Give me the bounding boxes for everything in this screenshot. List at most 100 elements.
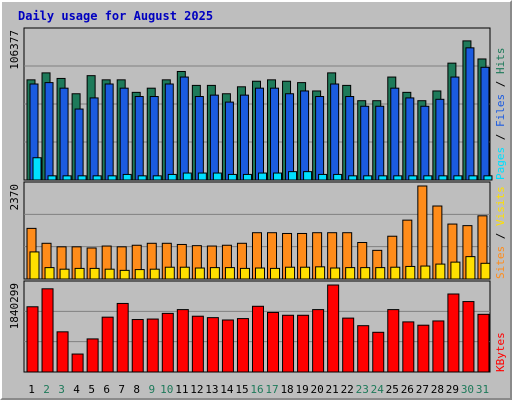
bar-kbytes-day-31 bbox=[477, 313, 490, 373]
panel-3-legend: KBytes bbox=[494, 332, 507, 372]
bar-kbytes-day-10 bbox=[161, 312, 174, 373]
bar-kbytes-day-16 bbox=[251, 305, 264, 373]
bar-sites-day-13 bbox=[209, 267, 220, 280]
x-tick-day-7: 7 bbox=[118, 383, 125, 396]
bar-sites-day-5 bbox=[89, 267, 100, 280]
bar-files-day-5 bbox=[89, 97, 99, 181]
bar-files-day-23 bbox=[360, 105, 370, 181]
bar-pages-day-30 bbox=[468, 175, 478, 181]
bar-sites-day-26 bbox=[405, 265, 416, 280]
bar-kbytes-day-17 bbox=[267, 311, 280, 373]
bar-files-day-13 bbox=[209, 94, 219, 181]
bar-kbytes-day-12 bbox=[191, 315, 204, 373]
x-tick-day-9: 9 bbox=[148, 383, 155, 396]
x-tick-day-29: 29 bbox=[446, 383, 459, 396]
legend-pages: Pages bbox=[494, 147, 507, 180]
bar-kbytes-day-11 bbox=[176, 309, 189, 373]
panel-2-legend: Sites / Visits bbox=[494, 186, 507, 279]
panel-3-ymax-label: 1840299 bbox=[8, 283, 21, 329]
bar-pages-day-12 bbox=[197, 172, 207, 181]
x-tick-day-19: 19 bbox=[295, 383, 308, 396]
bar-sites-day-4 bbox=[74, 267, 85, 280]
bar-pages-day-11 bbox=[182, 172, 192, 181]
x-tick-day-15: 15 bbox=[235, 383, 248, 396]
bar-pages-day-28 bbox=[438, 175, 448, 181]
bar-kbytes-day-20 bbox=[312, 309, 325, 373]
bar-sites-day-29 bbox=[450, 261, 461, 280]
bar-files-day-2 bbox=[44, 82, 54, 181]
bar-pages-day-27 bbox=[423, 175, 433, 181]
legend-separator: / bbox=[494, 127, 507, 147]
bar-kbytes-day-2 bbox=[41, 288, 54, 373]
bar-files-day-18 bbox=[285, 93, 295, 181]
x-tick-day-23: 23 bbox=[356, 383, 369, 396]
bar-files-day-11 bbox=[179, 76, 189, 181]
bar-sites-day-9 bbox=[149, 268, 160, 280]
bar-sites-day-25 bbox=[390, 266, 401, 280]
bar-pages-day-22 bbox=[348, 175, 358, 181]
bar-sites-day-30 bbox=[465, 256, 476, 280]
bar-kbytes-day-22 bbox=[342, 317, 355, 373]
bar-kbytes-day-4 bbox=[71, 353, 84, 373]
panel-2-ymax-label: 2370 bbox=[8, 184, 21, 211]
bar-kbytes-day-29 bbox=[447, 293, 460, 373]
bar-pages-day-25 bbox=[393, 175, 403, 181]
bar-visits-day-27 bbox=[417, 185, 428, 280]
bar-pages-day-26 bbox=[408, 175, 418, 181]
x-tick-day-12: 12 bbox=[190, 383, 203, 396]
bar-kbytes-day-9 bbox=[146, 318, 159, 373]
bar-sites-day-1 bbox=[29, 251, 40, 280]
x-tick-day-25: 25 bbox=[386, 383, 399, 396]
bar-kbytes-day-28 bbox=[432, 320, 445, 373]
bar-sites-day-24 bbox=[375, 267, 386, 280]
bar-sites-day-19 bbox=[300, 266, 311, 280]
bar-files-day-19 bbox=[300, 90, 310, 181]
legend-kbytes: KBytes bbox=[494, 332, 507, 372]
bar-pages-day-20 bbox=[318, 173, 328, 181]
bar-pages-day-5 bbox=[92, 175, 102, 181]
bar-sites-day-18 bbox=[285, 266, 296, 280]
bar-pages-day-2 bbox=[47, 175, 57, 181]
x-tick-day-5: 5 bbox=[88, 383, 95, 396]
bar-sites-day-17 bbox=[270, 267, 281, 280]
bar-files-day-4 bbox=[74, 108, 84, 181]
x-tick-day-31: 31 bbox=[476, 383, 489, 396]
bar-pages-day-16 bbox=[257, 172, 267, 181]
bar-sites-day-12 bbox=[194, 267, 205, 280]
bar-files-day-6 bbox=[104, 83, 114, 181]
bar-files-day-8 bbox=[134, 96, 144, 181]
bar-files-day-20 bbox=[315, 96, 325, 181]
bar-pages-day-6 bbox=[107, 175, 117, 181]
bar-sites-day-23 bbox=[360, 267, 371, 280]
bar-pages-day-4 bbox=[77, 175, 87, 181]
bar-files-day-27 bbox=[420, 105, 430, 181]
bar-files-day-9 bbox=[149, 96, 159, 181]
bar-pages-day-9 bbox=[152, 175, 162, 181]
x-tick-day-27: 27 bbox=[416, 383, 429, 396]
bar-files-day-22 bbox=[345, 96, 355, 181]
x-tick-day-18: 18 bbox=[280, 383, 293, 396]
bar-sites-day-3 bbox=[59, 268, 70, 280]
bar-sites-day-20 bbox=[315, 266, 326, 280]
bar-pages-day-24 bbox=[378, 175, 388, 181]
bar-files-day-26 bbox=[405, 97, 415, 181]
bar-files-day-15 bbox=[239, 94, 249, 181]
bar-pages-day-29 bbox=[453, 175, 463, 181]
bar-sites-day-14 bbox=[224, 267, 235, 280]
x-tick-day-22: 22 bbox=[341, 383, 354, 396]
bar-kbytes-day-19 bbox=[297, 314, 310, 373]
bar-kbytes-day-21 bbox=[327, 284, 340, 373]
x-tick-day-13: 13 bbox=[205, 383, 218, 396]
bar-pages-day-8 bbox=[137, 175, 147, 181]
panel-1-legend: Pages / Files / Hits bbox=[494, 48, 507, 181]
bar-pages-day-14 bbox=[227, 173, 237, 181]
bar-files-day-16 bbox=[254, 87, 264, 181]
legend-files: Files bbox=[494, 94, 507, 127]
bar-kbytes-day-26 bbox=[402, 321, 415, 373]
bar-sites-day-11 bbox=[179, 266, 190, 280]
bar-sites-day-16 bbox=[254, 267, 265, 280]
bar-sites-day-22 bbox=[345, 267, 356, 280]
bar-files-day-31 bbox=[480, 66, 490, 181]
bar-pages-day-19 bbox=[303, 171, 313, 181]
